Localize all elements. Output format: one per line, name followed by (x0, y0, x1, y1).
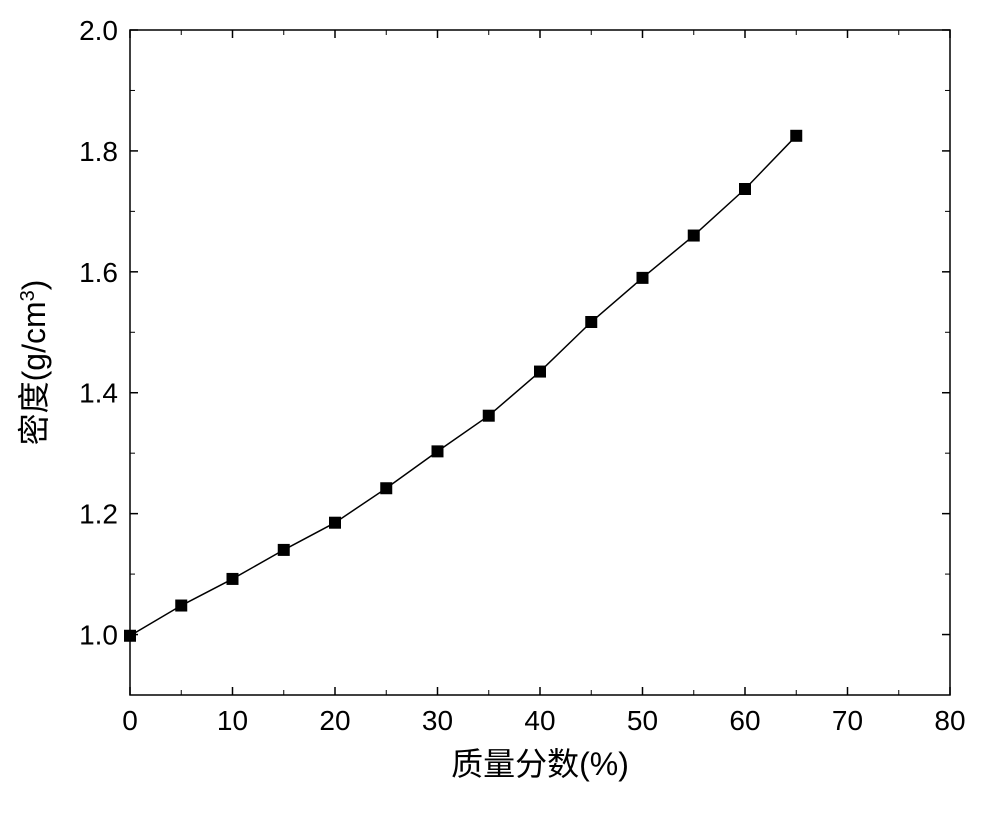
y-tick-label: 1.4 (79, 378, 118, 409)
data-marker (176, 600, 187, 611)
data-marker (791, 130, 802, 141)
x-tick-label: 60 (729, 705, 760, 736)
data-marker (125, 630, 136, 641)
data-marker (227, 573, 238, 584)
data-marker (586, 316, 597, 327)
chart-svg: 0 10 20 30 40 50 60 70 80 1.0 1.2 1.4 1.6 1.8 2.0 质量分数(… (0, 0, 983, 818)
y-tick-label: 2.0 (79, 15, 118, 46)
x-axis-label: 质量分数(%) (451, 746, 629, 782)
data-line (130, 136, 796, 636)
y-axis-label-group: 密度(g/cm3) (16, 280, 52, 446)
data-marker (740, 183, 751, 194)
x-tick-label: 0 (122, 705, 138, 736)
y-tick-label: 1.8 (79, 136, 118, 167)
data-marker (278, 544, 289, 555)
x-tick-label: 20 (319, 705, 350, 736)
x-tick-label: 10 (217, 705, 248, 736)
data-marker (432, 446, 443, 457)
y-axis-label: 密度(g/cm3) (16, 280, 52, 446)
plot-frame (130, 30, 950, 695)
y-tick-label: 1.0 (79, 620, 118, 651)
data-marker (535, 366, 546, 377)
data-marker (381, 483, 392, 494)
chart-container: 0 10 20 30 40 50 60 70 80 1.0 1.2 1.4 1.6 1.8 2.0 质量分数(… (0, 0, 983, 818)
x-tick-label: 40 (524, 705, 555, 736)
data-marker (483, 410, 494, 421)
x-tick-label: 50 (627, 705, 658, 736)
y-tick-label: 1.6 (79, 257, 118, 288)
data-marker (330, 517, 341, 528)
y-tick-label: 1.2 (79, 499, 118, 530)
x-tick-label: 30 (422, 705, 453, 736)
x-tick-label: 70 (832, 705, 863, 736)
data-marker (688, 230, 699, 241)
x-tick-label: 80 (934, 705, 965, 736)
data-marker (637, 272, 648, 283)
